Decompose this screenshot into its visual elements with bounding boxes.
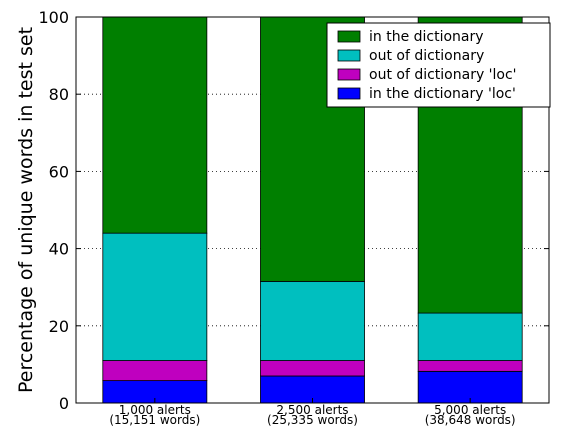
y-tick-label: 40 xyxy=(49,240,69,259)
legend-label: in the dictionary xyxy=(369,29,484,45)
bar-segment xyxy=(102,16,208,234)
y-axis-ticks: 0 20 40 60 80 100 xyxy=(38,8,549,413)
legend-swatch xyxy=(337,30,361,43)
y-tick-label: 20 xyxy=(49,317,69,336)
legend-label: in the dictionary 'loc' xyxy=(369,86,516,102)
x-tick-label: 5,000 alerts xyxy=(434,403,506,417)
bars xyxy=(102,16,523,404)
y-tick-label: 80 xyxy=(49,85,69,104)
y-tick-label: 0 xyxy=(59,394,69,413)
y-tick-label: 100 xyxy=(38,8,69,27)
legend-swatch xyxy=(337,49,361,62)
bar-segment xyxy=(417,312,523,361)
legend-swatch xyxy=(337,87,361,100)
legend-swatch xyxy=(337,68,361,81)
legend-label: out of dictionary xyxy=(369,48,484,64)
legend-label: out of dictionary 'loc' xyxy=(369,67,517,83)
x-axis-ticks: 1,000 alerts(15,151 words) 2,500 alerts(2… xyxy=(109,398,516,427)
legend: in the dictionary out of dictionary out of… xyxy=(326,22,551,108)
bar-segment xyxy=(417,370,523,404)
x-tick-label: 1,000 alerts xyxy=(119,403,191,417)
y-tick-label: 60 xyxy=(49,162,69,181)
y-axis-label: Percentage of unique words in test set xyxy=(15,27,37,393)
bar-segment xyxy=(260,281,365,361)
x-tick-label: 2,500 alerts xyxy=(276,403,348,417)
bar-segment xyxy=(417,360,523,372)
x-tick-label: (25,335 words) xyxy=(267,413,358,427)
bar-segment xyxy=(102,232,208,361)
bar-segment xyxy=(102,360,208,382)
x-tick-label: (38,648 words) xyxy=(425,413,516,427)
legend-box xyxy=(326,22,551,108)
x-tick-label: (15,151 words) xyxy=(109,413,200,427)
bar-segment xyxy=(260,360,365,377)
